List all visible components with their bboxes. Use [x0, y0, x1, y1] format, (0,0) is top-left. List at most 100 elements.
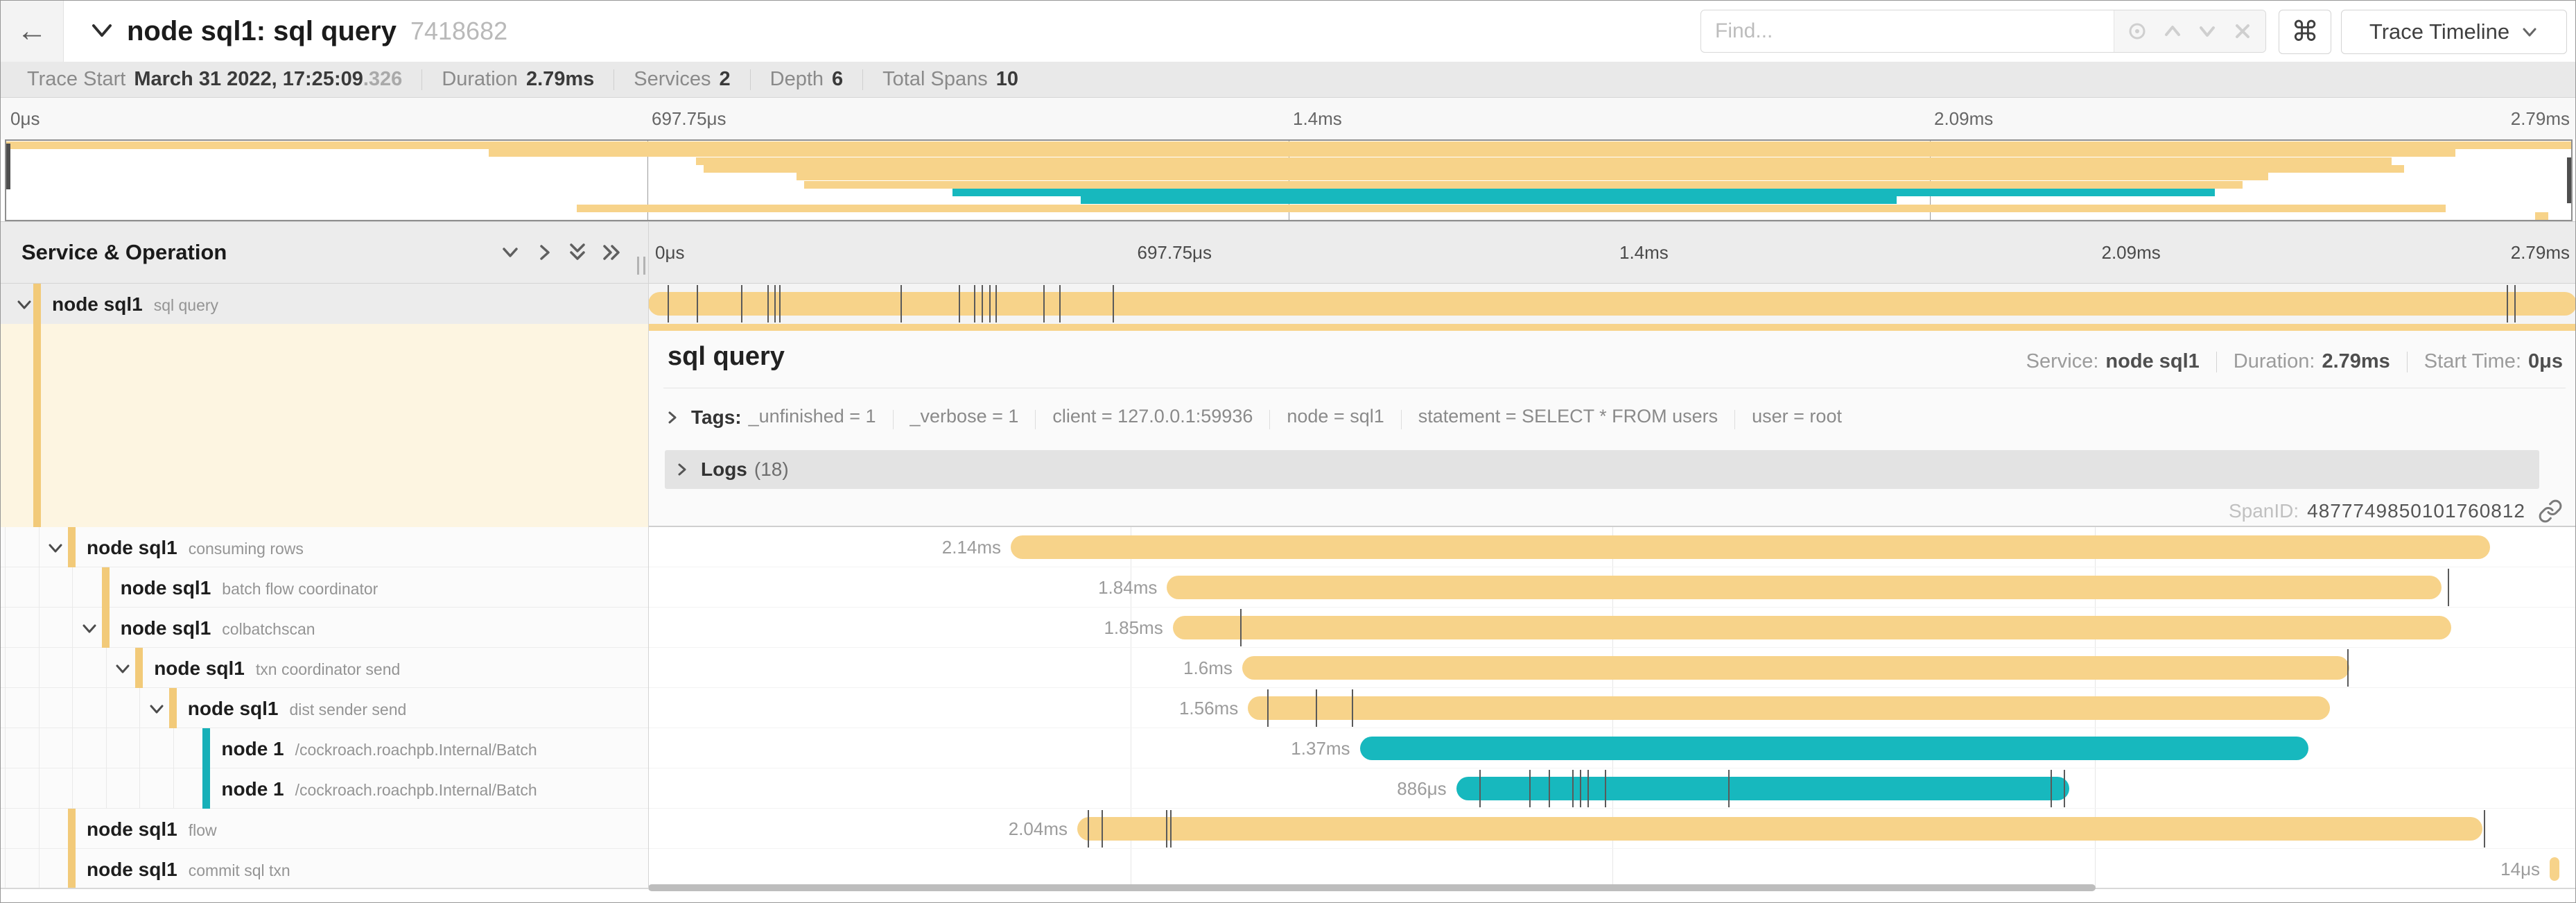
- tree-indent-guide: [38, 768, 40, 809]
- span-bar[interactable]: [1242, 656, 2349, 680]
- focus-match-icon[interactable]: [2125, 19, 2149, 43]
- tree-indent-guide: [5, 608, 6, 648]
- back-button[interactable]: ←: [1, 1, 64, 62]
- keyboard-shortcuts-button[interactable]: ⌘: [2279, 10, 2331, 54]
- tags-expand-chevron-icon: [665, 409, 680, 427]
- span-bar[interactable]: [648, 292, 2575, 316]
- tree-indent-guide: [173, 728, 174, 768]
- span-row[interactable]: 1.84ms: [648, 567, 2575, 608]
- span-bar[interactable]: [1167, 576, 2442, 599]
- panel-divider[interactable]: [648, 221, 649, 889]
- span-log-marker: [1170, 810, 1172, 848]
- minimap-span-bar: [6, 141, 2571, 149]
- trace-start-fraction: .326: [363, 68, 403, 90]
- tree-row[interactable]: node sql1 consuming rows: [1, 527, 648, 567]
- span-duration-label: 1.84ms: [1098, 576, 1158, 598]
- span-log-marker: [779, 285, 781, 322]
- tree-collapse-chevron-icon[interactable]: [46, 539, 65, 557]
- span-row[interactable]: 1.56ms: [648, 688, 2575, 728]
- span-row[interactable]: 1.85ms: [648, 608, 2575, 648]
- span-bar[interactable]: [1011, 535, 2490, 559]
- span-id-row: SpanID: 4877749850101760812: [2229, 497, 2563, 525]
- span-log-marker: [958, 285, 960, 322]
- start-time-stat-label: Start Time:: [2423, 350, 2521, 372]
- span-log-marker: [974, 285, 976, 322]
- collapse-all-icon[interactable]: [566, 241, 589, 264]
- span-log-marker: [1529, 770, 1531, 807]
- tree-row[interactable]: node sql1 txn coordinator send: [1, 648, 648, 688]
- timeline-tick-label: 2.79ms: [2510, 241, 2570, 263]
- service-name: node sql1: [52, 293, 143, 315]
- span-row[interactable]: 1.37ms: [648, 728, 2575, 768]
- minimap-gridline: [647, 141, 648, 220]
- span-log-marker: [667, 285, 669, 322]
- collapse-one-icon[interactable]: [498, 241, 522, 264]
- logs-row[interactable]: Logs (18): [665, 450, 2539, 489]
- span-log-marker: [2514, 285, 2516, 322]
- minimap-span-bar: [2535, 212, 2548, 221]
- span-bar[interactable]: [1248, 696, 2330, 720]
- minimap[interactable]: [5, 139, 2573, 221]
- minimap-span-bar: [577, 204, 2446, 212]
- expand-all-icon[interactable]: [600, 241, 623, 264]
- span-row[interactable]: [648, 284, 2575, 324]
- column-resize-handle[interactable]: [637, 257, 645, 275]
- span-log-marker: [1113, 285, 1115, 322]
- tree-row[interactable]: node sql1 colbatchscan: [1, 608, 648, 648]
- viewing-range-left-scrubber[interactable]: [6, 144, 10, 189]
- tree-row[interactable]: node sql1 dist sender send: [1, 688, 648, 728]
- span-row[interactable]: 1.6ms: [648, 648, 2575, 688]
- clear-find-icon[interactable]: [2231, 19, 2254, 43]
- tree-collapse-chevron-icon[interactable]: [80, 619, 99, 637]
- total-spans-value: 10: [995, 68, 1018, 90]
- span-row[interactable]: 2.14ms: [648, 527, 2575, 567]
- tree-collapse-chevron-icon[interactable]: [15, 295, 34, 313]
- tree-row[interactable]: node sql1 commit sql txn: [1, 849, 648, 889]
- collapse-trace-chevron-icon[interactable]: [88, 20, 116, 41]
- span-log-marker: [2347, 649, 2349, 687]
- service-operation-header: Service & Operation: [21, 240, 227, 264]
- tree-collapse-chevron-icon[interactable]: [147, 700, 166, 718]
- span-log-marker: [1352, 689, 1354, 727]
- span-bar[interactable]: [1456, 777, 2070, 800]
- tree-indent-guide: [38, 608, 40, 648]
- span-bar[interactable]: [1359, 737, 2309, 760]
- span-bar[interactable]: [1172, 616, 2452, 639]
- tree-row[interactable]: node 1/cockroach.roachpb.Internal/Batch: [1, 768, 648, 809]
- service-color-bar: [68, 527, 76, 567]
- start-time-stat-value: 0μs: [2528, 350, 2563, 372]
- duration-stat-label: Duration:: [2233, 350, 2315, 372]
- view-selector-button[interactable]: Trace Timeline: [2341, 10, 2567, 54]
- deep-link-icon[interactable]: [2538, 499, 2563, 524]
- tree-row-label: node 1/cockroach.roachpb.Internal/Batch: [221, 728, 537, 768]
- tree-indent-guide: [38, 809, 40, 849]
- tree-row-label: node 1/cockroach.roachpb.Internal/Batch: [221, 768, 537, 808]
- span-duration-label: 1.37ms: [1291, 737, 1350, 759]
- span-bar[interactable]: [1077, 817, 2482, 841]
- span-duration-label: 2.14ms: [941, 536, 1002, 558]
- tree-row[interactable]: node sql1 sql query: [1, 284, 648, 324]
- expand-one-icon[interactable]: [532, 241, 556, 264]
- tree-row[interactable]: node 1/cockroach.roachpb.Internal/Batch: [1, 728, 648, 768]
- tree-indent-guide: [5, 567, 6, 608]
- span-row[interactable]: 886μs: [648, 768, 2575, 809]
- page-title: node sql1: sql query 7418682: [127, 15, 508, 46]
- tags-row[interactable]: Tags: _unfinished = 1 _verbose = 1 client …: [665, 397, 1842, 438]
- tree-row[interactable]: node sql1 batch flow coordinator: [1, 567, 648, 608]
- span-duration-label: 886μs: [1397, 777, 1447, 799]
- find-input[interactable]: [1701, 10, 2114, 52]
- operation-name: txn coordinator send: [255, 660, 401, 678]
- service-name: node sql1: [187, 698, 279, 719]
- next-result-icon[interactable]: [2195, 19, 2219, 43]
- tree-collapse-chevron-icon[interactable]: [113, 660, 132, 678]
- span-bar[interactable]: [2550, 857, 2560, 881]
- tree-row[interactable]: node sql1 flow: [1, 809, 648, 849]
- span-duration-label: 2.04ms: [1008, 818, 1068, 839]
- horizontal-scrollbar-thumb[interactable]: [648, 884, 2096, 891]
- span-row[interactable]: 2.04ms: [648, 809, 2575, 849]
- viewing-range-right-scrubber[interactable]: [2567, 157, 2571, 203]
- prev-result-icon[interactable]: [2161, 19, 2184, 43]
- tree-indent-guide: [105, 728, 107, 768]
- logs-label: Logs: [701, 458, 747, 480]
- span-row[interactable]: 14μs: [648, 849, 2575, 889]
